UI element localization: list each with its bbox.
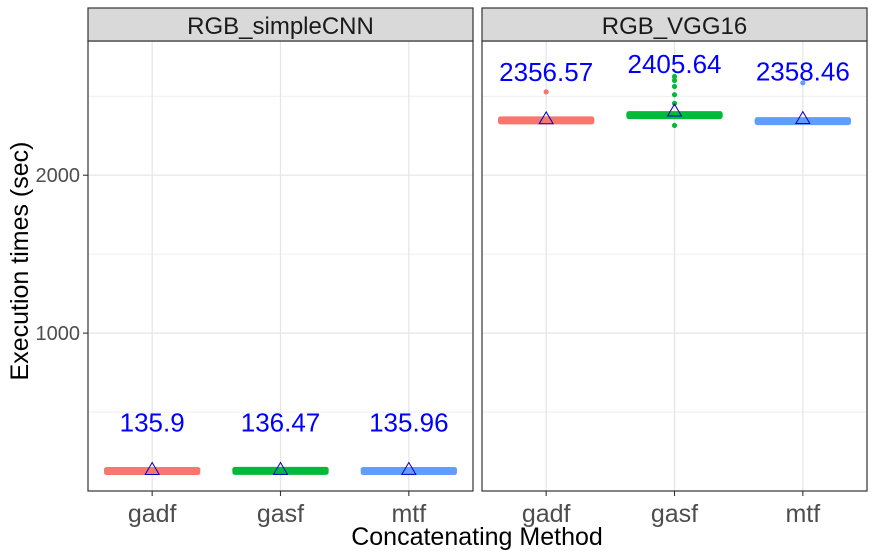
mean-label-gadf: 2356.57 xyxy=(499,57,593,87)
x-axis-title: Concatenating Method xyxy=(351,523,603,551)
facet-title: RGB_VGG16 xyxy=(602,13,747,40)
mean-label-mtf: 2358.46 xyxy=(756,57,850,87)
facet-strip xyxy=(87,7,474,42)
facet-title: RGB_simpleCNN xyxy=(187,13,374,40)
mean-marker xyxy=(666,103,683,117)
x-tick-label-mtf: mtf xyxy=(785,500,820,528)
y-tick-label: 2000 xyxy=(36,165,81,187)
x-tick-label-mtf: mtf xyxy=(391,500,426,528)
mean-label-gasf: 2405.64 xyxy=(628,49,722,79)
x-tick-label-gadf: gadf xyxy=(128,500,177,528)
outlier-point xyxy=(671,92,678,98)
mean-marker xyxy=(272,461,289,475)
mean-marker xyxy=(794,110,811,125)
mean-label-gadf: 135.9 xyxy=(120,408,185,438)
mean-label-gasf: 136.47 xyxy=(241,407,321,437)
x-tick-label-gasf: gasf xyxy=(651,500,698,528)
outlier-point xyxy=(671,122,678,129)
outlier-point xyxy=(671,73,678,80)
mean-marker xyxy=(538,110,555,125)
x-tick-label-gadf: gadf xyxy=(522,500,571,528)
box-gadf xyxy=(104,467,201,476)
outlier-point xyxy=(543,89,549,95)
outlier-point xyxy=(671,83,678,90)
mean-marker xyxy=(144,461,161,475)
outlier-point xyxy=(800,80,806,86)
x-tick-label-gasf: gasf xyxy=(257,500,304,528)
outlier-point xyxy=(671,77,678,84)
facet-strip xyxy=(481,7,868,42)
box-mtf xyxy=(360,467,457,476)
y-tick-label: 1000 xyxy=(36,323,81,345)
mean-marker xyxy=(400,461,417,475)
box-gasf xyxy=(232,466,329,475)
y-axis-title: Execution times (sec) xyxy=(6,142,34,381)
mean-label-mtf: 135.96 xyxy=(369,408,449,438)
